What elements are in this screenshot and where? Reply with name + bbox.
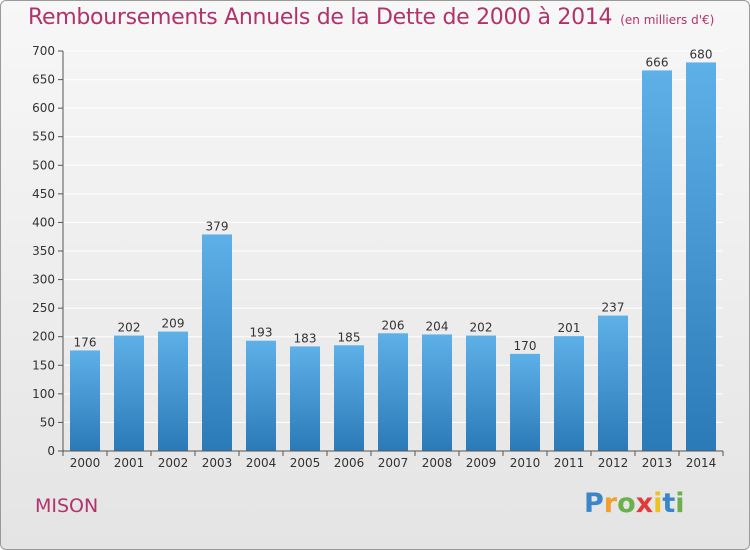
chart-title-text: Remboursements Annuels de la Dette de 20… bbox=[28, 5, 613, 30]
data-label: 237 bbox=[602, 301, 625, 315]
data-label: 176 bbox=[74, 335, 97, 349]
x-tick-label: 2010 bbox=[510, 456, 541, 470]
x-tick-label: 2014 bbox=[686, 456, 717, 470]
bar bbox=[334, 345, 364, 451]
y-tick-label: 250 bbox=[32, 301, 55, 315]
logo-letter: t bbox=[662, 488, 676, 519]
logo-letter: i bbox=[653, 488, 663, 519]
y-tick-label: 600 bbox=[32, 101, 55, 115]
y-tick-label: 150 bbox=[32, 358, 55, 372]
x-tick-label: 2005 bbox=[290, 456, 321, 470]
bars: 176 202 209 379 193 183 185 206 204 202 170 201 237 6… bbox=[70, 47, 716, 452]
x-tick-label: 2008 bbox=[422, 456, 453, 470]
bar bbox=[422, 334, 452, 451]
data-label: 680 bbox=[690, 47, 713, 61]
y-tick-label: 400 bbox=[32, 215, 55, 229]
y-tick-label: 450 bbox=[32, 187, 55, 201]
y-tick-label: 200 bbox=[32, 330, 55, 344]
data-label: 185 bbox=[338, 330, 361, 344]
bar bbox=[158, 331, 188, 451]
y-tick-label: 0 bbox=[47, 444, 55, 458]
x-tick-label: 2006 bbox=[334, 456, 365, 470]
logo-letter: i bbox=[675, 488, 685, 519]
x-tick-label: 2000 bbox=[70, 456, 101, 470]
bar bbox=[466, 335, 496, 451]
data-label: 204 bbox=[426, 319, 449, 333]
data-label: 170 bbox=[514, 339, 537, 353]
bar bbox=[70, 350, 100, 451]
x-tick-label: 2009 bbox=[466, 456, 497, 470]
data-label: 202 bbox=[118, 321, 141, 335]
logo-letter: r bbox=[603, 488, 618, 519]
y-tick-label: 500 bbox=[32, 158, 55, 172]
bar bbox=[290, 346, 320, 451]
logo-letter: o bbox=[617, 488, 636, 519]
bar bbox=[246, 340, 276, 451]
y-tick-label: 350 bbox=[32, 244, 55, 258]
proxiti-logo: Proxiti bbox=[584, 488, 685, 519]
x-tick-label: 2002 bbox=[158, 456, 189, 470]
x-tick-label: 2004 bbox=[246, 456, 277, 470]
commune-name: MISON bbox=[35, 495, 99, 517]
bar bbox=[554, 336, 584, 451]
axes: 0 50 100 150 200 250 300 350 400 450 500 550 600 650 7… bbox=[32, 44, 724, 470]
bar bbox=[378, 333, 408, 451]
x-tick-label: 2011 bbox=[554, 456, 585, 470]
logo-letter: x bbox=[635, 488, 654, 519]
y-tick-label: 550 bbox=[32, 130, 55, 144]
x-tick-label: 2003 bbox=[202, 456, 233, 470]
bar bbox=[510, 353, 540, 451]
data-label: 193 bbox=[250, 326, 273, 340]
data-label: 201 bbox=[558, 321, 581, 335]
data-label: 379 bbox=[206, 219, 229, 233]
y-tick-label: 300 bbox=[32, 273, 55, 287]
bar bbox=[202, 234, 232, 451]
data-label: 202 bbox=[470, 321, 493, 335]
x-tick-label: 2013 bbox=[642, 456, 673, 470]
bar bbox=[686, 62, 716, 452]
x-tick-label: 2007 bbox=[378, 456, 409, 470]
x-tick-label: 2001 bbox=[114, 456, 145, 470]
data-label: 209 bbox=[162, 317, 185, 331]
chart-title: Remboursements Annuels de la Dette de 20… bbox=[28, 5, 714, 30]
y-tick-label: 100 bbox=[32, 387, 55, 401]
x-tick-label: 2012 bbox=[598, 456, 629, 470]
y-tick-label: 700 bbox=[32, 44, 55, 58]
logo-letter: P bbox=[584, 488, 604, 519]
data-label: 183 bbox=[294, 331, 317, 345]
y-tick-label: 650 bbox=[32, 73, 55, 87]
bar bbox=[598, 315, 628, 451]
y-tick-label: 50 bbox=[40, 415, 55, 429]
data-label: 206 bbox=[382, 318, 405, 332]
chart-subtitle: (en milliers d'€) bbox=[620, 13, 715, 27]
data-label: 666 bbox=[646, 55, 669, 69]
bar bbox=[642, 70, 672, 451]
bar bbox=[114, 335, 144, 451]
